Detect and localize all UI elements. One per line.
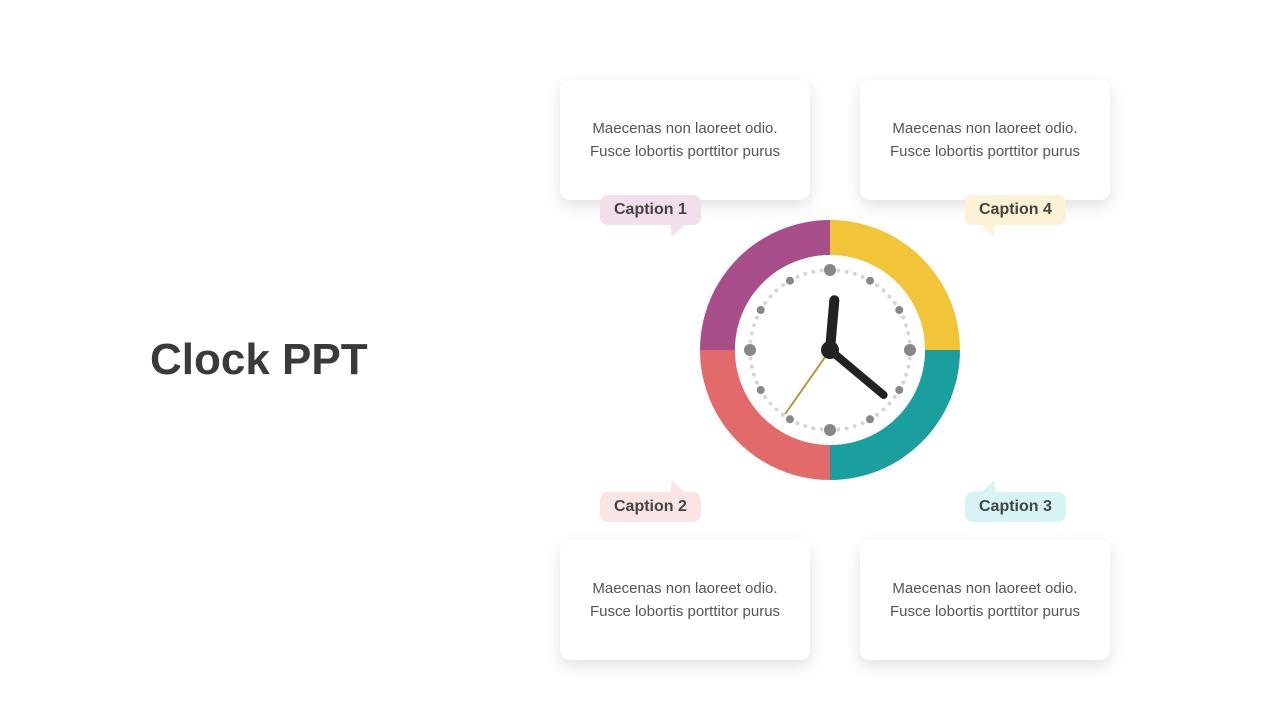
slide-stage: Clock PPT Maecenas non laoreet odio. Fus… (0, 0, 1280, 720)
clock-diagram (0, 0, 1280, 720)
